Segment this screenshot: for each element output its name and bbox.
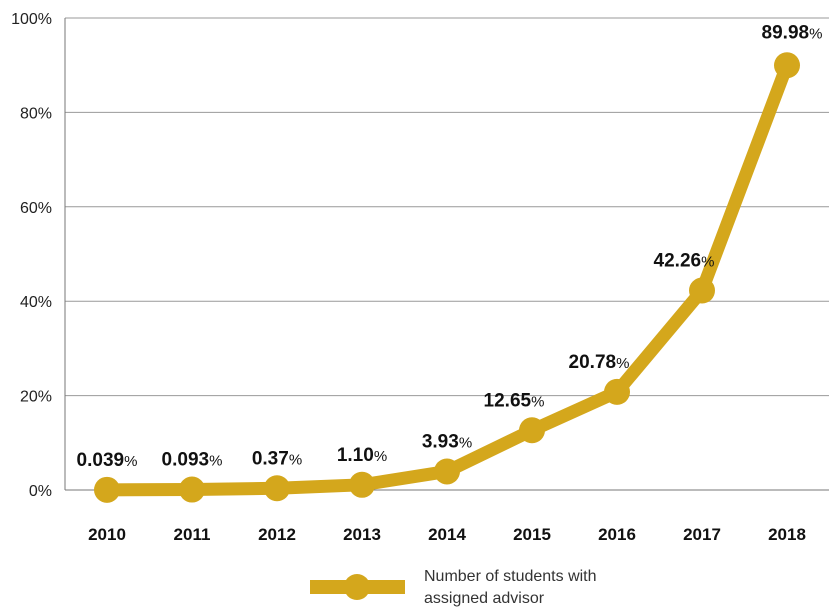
x-tick-label: 2012 — [258, 525, 296, 544]
y-tick-label: 100% — [11, 11, 52, 28]
legend-label-line-2: assigned advisor — [424, 590, 545, 607]
y-tick-label: 20% — [20, 389, 52, 406]
legend: Number of students with assigned advisor — [310, 568, 597, 607]
x-tick-label: 2018 — [768, 525, 806, 544]
data-label: 12.65% — [484, 390, 545, 411]
data-point — [604, 378, 630, 405]
data-label: 89.98% — [762, 22, 823, 43]
legend-label-line-1: Number of students with — [424, 568, 597, 585]
data-label: 0.039% — [77, 450, 138, 471]
x-tick-label: 2013 — [343, 525, 381, 544]
x-axis-ticks: 2010 2011 2012 2013 2014 2015 2016 2017 2018 — [88, 525, 806, 544]
x-tick-label: 2011 — [174, 525, 211, 544]
data-label: 42.26% — [654, 251, 715, 272]
y-tick-label: 80% — [20, 105, 52, 122]
data-point — [774, 52, 800, 79]
x-tick-label: 2015 — [513, 525, 551, 544]
data-label: 0.093% — [162, 450, 223, 471]
data-point — [349, 471, 375, 498]
data-point — [179, 476, 205, 503]
x-tick-label: 2014 — [428, 525, 466, 544]
x-tick-label: 2017 — [683, 525, 721, 544]
data-label: 20.78% — [569, 352, 630, 373]
series-line — [100, 58, 794, 497]
data-labels: 0.039% 0.093% 0.37% 1.10% 3.93% 12.65% 20.78% 4… — [77, 22, 823, 471]
data-point — [689, 277, 715, 304]
y-tick-label: 60% — [20, 200, 52, 217]
series-line-group — [94, 52, 800, 503]
x-tick-label: 2010 — [88, 525, 126, 544]
data-point — [519, 417, 545, 444]
y-axis-ticks: 0% 20% 40% 60% 80% 100% — [11, 11, 52, 500]
legend-marker-swatch — [344, 574, 370, 600]
data-label: 3.93% — [422, 431, 472, 452]
data-point — [264, 475, 290, 502]
y-tick-label: 0% — [29, 483, 52, 500]
y-tick-label: 40% — [20, 294, 52, 311]
x-tick-label: 2016 — [598, 525, 636, 544]
data-point — [94, 476, 120, 503]
data-label: 1.10% — [337, 445, 387, 466]
data-label: 0.37% — [252, 448, 302, 469]
data-point — [434, 458, 460, 485]
grid-lines — [64, 17, 829, 491]
